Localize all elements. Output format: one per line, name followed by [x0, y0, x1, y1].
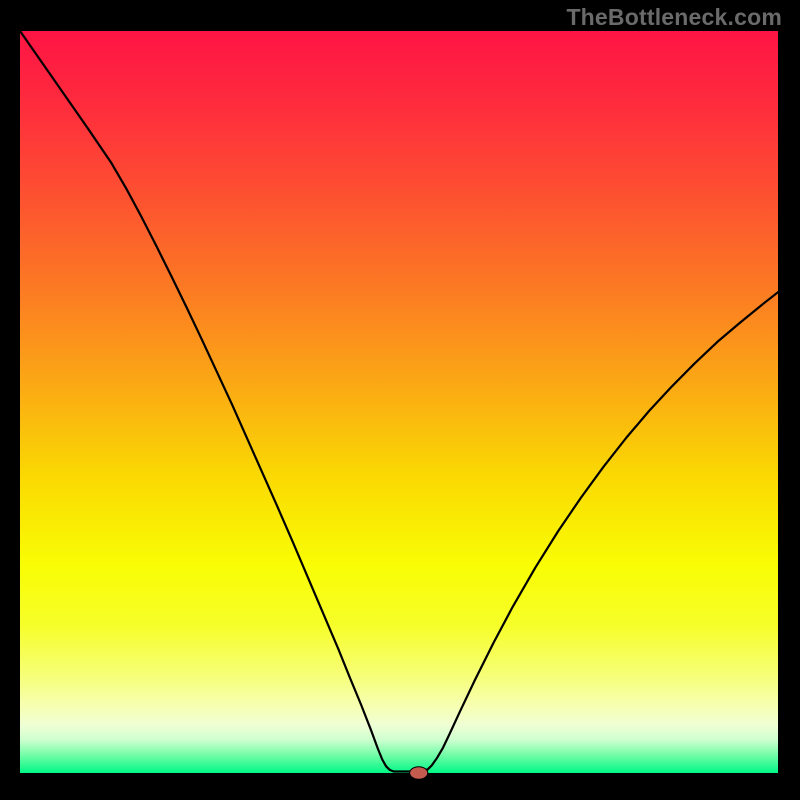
watermark-text: TheBottleneck.com: [566, 4, 782, 31]
chart-container: TheBottleneck.com: [0, 0, 800, 800]
plot-background: [20, 31, 778, 773]
optimal-point-marker: [410, 767, 428, 780]
bottleneck-chart: [0, 0, 800, 800]
